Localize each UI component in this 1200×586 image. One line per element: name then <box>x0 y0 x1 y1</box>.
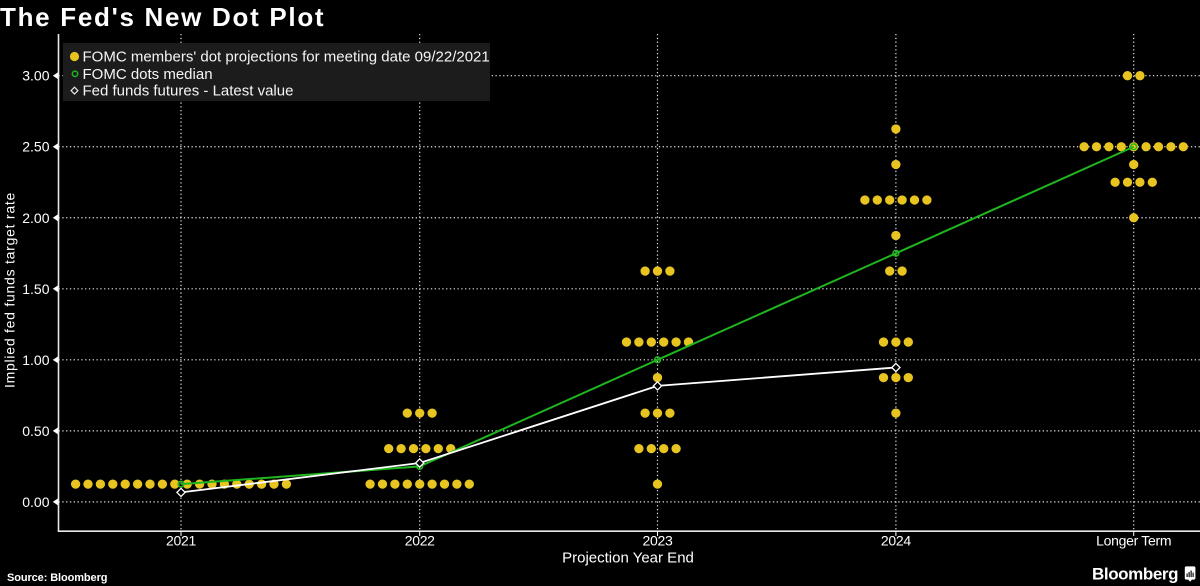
svg-text:Fed funds futures - Latest val: Fed funds futures - Latest value <box>83 83 294 100</box>
svg-text:2023: 2023 <box>643 533 673 549</box>
svg-text:0.00: 0.00 <box>22 494 49 510</box>
svg-text:The Fed's New Dot Plot: The Fed's New Dot Plot <box>0 2 325 32</box>
svg-text:Projection Year End: Projection Year End <box>562 550 694 567</box>
svg-text:2022: 2022 <box>405 533 435 549</box>
svg-text:Bloomberg: Bloomberg <box>1092 565 1178 584</box>
svg-text:3.00: 3.00 <box>22 68 49 84</box>
svg-text:FOMC members' dot projections: FOMC members' dot projections for meetin… <box>83 49 490 66</box>
svg-text:2024: 2024 <box>881 533 911 549</box>
svg-text:Implied fed funds target rate: Implied fed funds target rate <box>2 192 18 388</box>
svg-text:2021: 2021 <box>166 533 196 549</box>
svg-text:2.00: 2.00 <box>22 210 49 226</box>
svg-text:2.50: 2.50 <box>22 139 49 155</box>
svg-text:Source: Bloomberg: Source: Bloomberg <box>7 572 107 584</box>
svg-text:0.50: 0.50 <box>22 423 49 439</box>
svg-text:FOMC dots median: FOMC dots median <box>83 66 213 83</box>
svg-text:Longer Term: Longer Term <box>1096 533 1171 549</box>
svg-text:1.50: 1.50 <box>22 281 49 297</box>
svg-text:1.00: 1.00 <box>22 352 49 368</box>
